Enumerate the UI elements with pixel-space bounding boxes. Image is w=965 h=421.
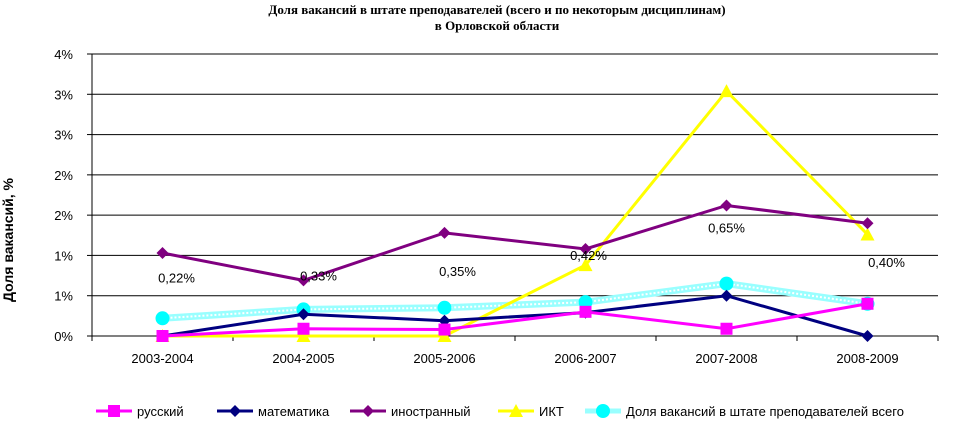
legend-swatch-marker bbox=[509, 404, 523, 417]
legend-item: ИКТ bbox=[498, 404, 564, 419]
legend-label: Доля вакансий в штате преподавателей все… bbox=[626, 404, 904, 419]
data-point bbox=[297, 274, 310, 287]
y-tick-label: 4% bbox=[54, 47, 73, 62]
data-point bbox=[437, 300, 452, 315]
series-line bbox=[162, 294, 868, 338]
data-label: 0,22% bbox=[158, 270, 195, 285]
y-tick-label: 2% bbox=[54, 208, 73, 223]
legend: русский математика иностранный ИКТ Доля вака… bbox=[96, 404, 904, 419]
data-label: 0,65% bbox=[708, 221, 745, 236]
x-tick-label: 2008-2009 bbox=[836, 351, 898, 366]
series-line bbox=[162, 88, 869, 338]
data-point bbox=[297, 308, 310, 321]
legend-item: русский bbox=[96, 404, 184, 419]
y-tick-label: 0% bbox=[54, 329, 73, 344]
y-tick-label: 1% bbox=[54, 248, 73, 263]
legend-swatch-marker bbox=[596, 404, 610, 418]
chart-title-line-2: в Орловской области bbox=[435, 18, 560, 33]
gridlines bbox=[87, 53, 938, 337]
legend-item: иностранный bbox=[350, 404, 471, 419]
data-label: 0,35% bbox=[439, 264, 476, 279]
x-tick-label: 2006-2007 bbox=[554, 351, 616, 366]
data-labels: 0,22% 0,33% 0,35% 0,42% 0,65% 0,40% bbox=[158, 221, 905, 286]
x-tick-label: 2005-2006 bbox=[413, 351, 475, 366]
x-tick-labels: 2003-2004 2004-2005 2005-2006 2006-2007 2007… bbox=[131, 351, 898, 366]
series-0 bbox=[156, 297, 874, 342]
data-point bbox=[296, 329, 311, 342]
legend-label: ИКТ bbox=[539, 404, 564, 419]
data-label: 0,33% bbox=[300, 268, 337, 283]
series-2 bbox=[156, 199, 874, 287]
series-1 bbox=[156, 289, 874, 342]
y-tick-label: 3% bbox=[54, 128, 73, 143]
legend-item: Доля вакансий в штате преподавателей все… bbox=[585, 404, 904, 419]
data-label: 0,42% bbox=[570, 248, 607, 263]
x-tick-label: 2007-2008 bbox=[695, 351, 757, 366]
data-point bbox=[860, 227, 875, 241]
data-point bbox=[156, 330, 169, 342]
data-point bbox=[579, 242, 592, 255]
y-tick-label: 2% bbox=[54, 168, 73, 183]
data-point bbox=[720, 199, 733, 212]
y-axis-label: Доля вакансий, % bbox=[0, 177, 16, 302]
data-point bbox=[720, 322, 733, 335]
data-point bbox=[861, 330, 874, 342]
legend-swatch-marker bbox=[362, 405, 374, 417]
x-tick-label: 2003-2004 bbox=[131, 351, 193, 366]
series-line bbox=[162, 302, 868, 338]
legend-label: математика bbox=[258, 404, 330, 419]
series-line-hatch bbox=[162, 282, 868, 320]
y-tick-label: 3% bbox=[54, 87, 73, 102]
data-point bbox=[297, 322, 310, 335]
x-tick-label: 2004-2005 bbox=[272, 351, 334, 366]
series-line bbox=[162, 203, 868, 282]
data-point bbox=[719, 276, 734, 291]
data-point bbox=[578, 295, 593, 310]
legend-swatch-marker bbox=[229, 405, 241, 417]
data-point bbox=[155, 311, 170, 326]
legend-label: иностранный bbox=[391, 404, 471, 419]
series-lines bbox=[155, 84, 875, 342]
data-label: 0,40% bbox=[868, 255, 905, 270]
data-point bbox=[156, 247, 169, 260]
data-point bbox=[579, 305, 592, 318]
data-point bbox=[861, 297, 874, 310]
data-point bbox=[438, 323, 451, 336]
data-point bbox=[438, 226, 451, 239]
y-tick-label: 1% bbox=[54, 289, 73, 304]
y-tick-labels: 0% 1% 1% 2% 2% 3% 3% 4% bbox=[54, 47, 73, 344]
legend-label: русский bbox=[137, 404, 184, 419]
data-point bbox=[861, 217, 874, 230]
legend-item: математика bbox=[217, 404, 330, 419]
legend-swatch-marker bbox=[108, 405, 120, 417]
chart-title-line-1: Доля вакансий в штате преподавателей (вс… bbox=[268, 2, 725, 17]
data-point bbox=[719, 84, 734, 98]
data-point bbox=[578, 258, 593, 272]
data-point bbox=[720, 289, 733, 302]
